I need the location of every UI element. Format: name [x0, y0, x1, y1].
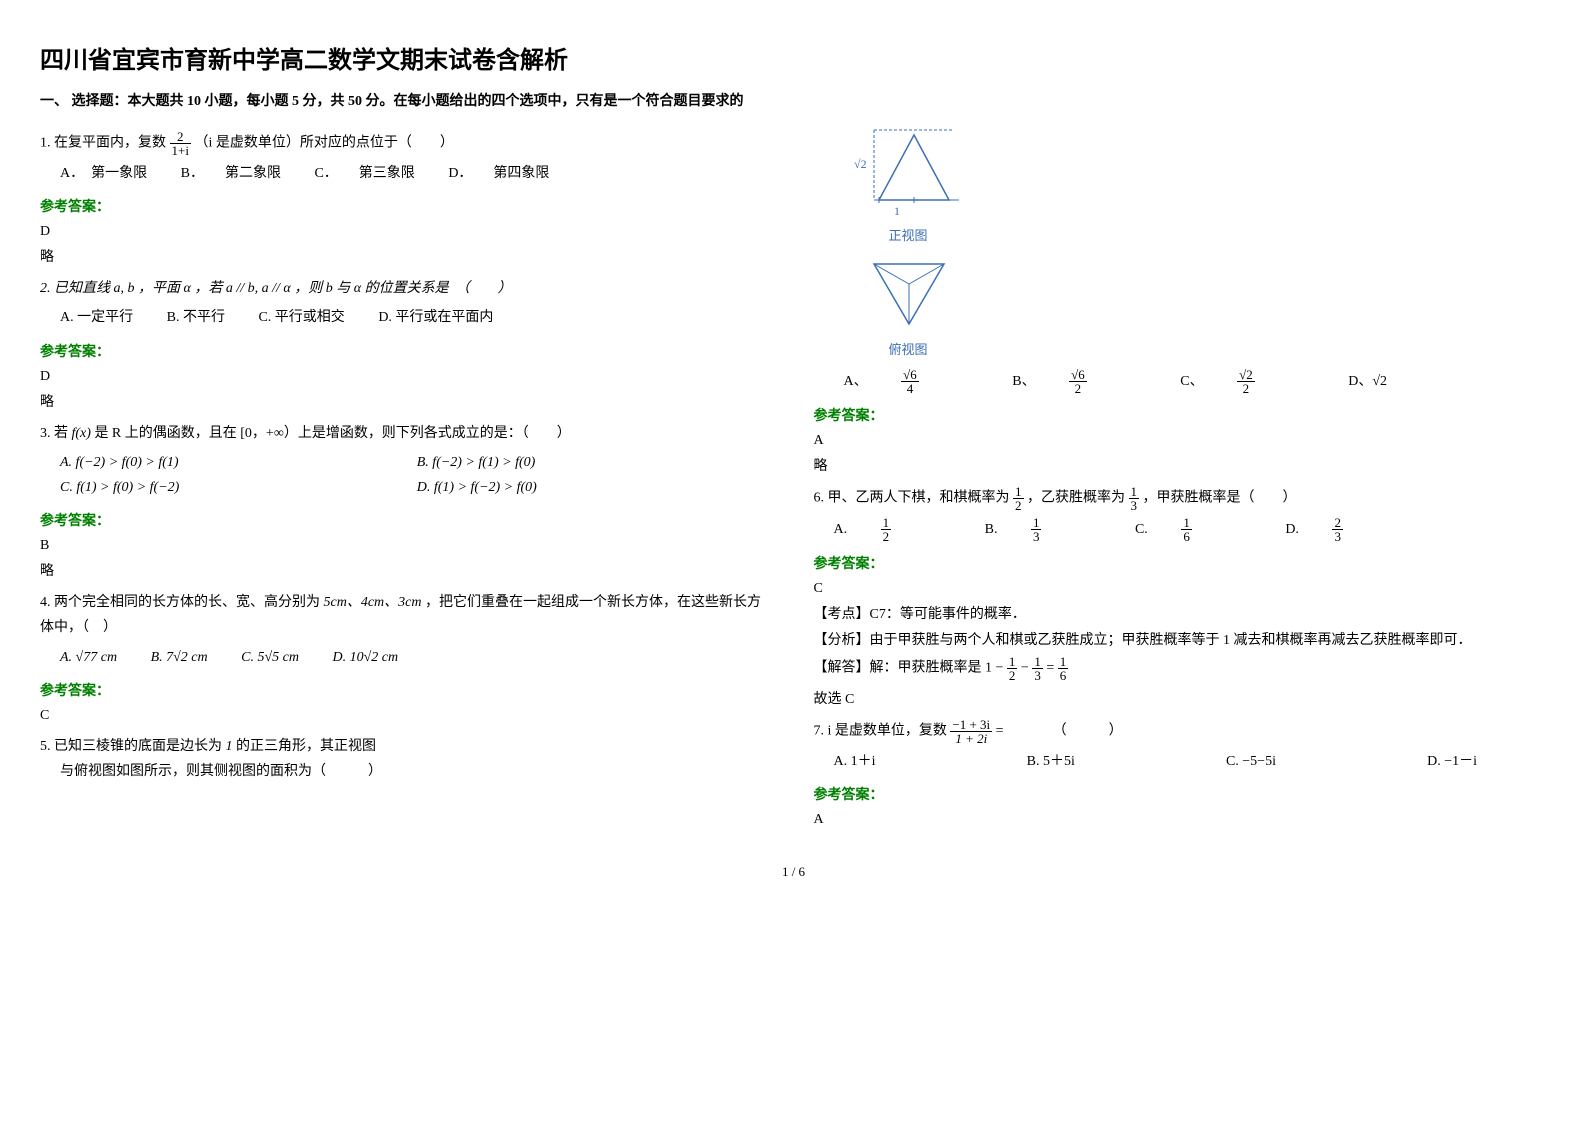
question-5: 5. 已知三棱锥的底面是边长为 1 的正三角形，其正视图 与俯视图如图所示，则其…: [40, 734, 774, 784]
q5-opt-b: B、 √62: [1012, 374, 1150, 389]
q6-half: 1 2: [1013, 485, 1024, 512]
q7-stem-pre: 7. i 是虚数单位，复数: [814, 724, 951, 739]
q7-frac-den: 1 + 2i: [950, 732, 992, 745]
q6-opt-d: D. 23: [1285, 522, 1403, 537]
q2-answer: D: [40, 369, 774, 385]
q5-figure-top: 俯视图: [844, 254, 1548, 358]
q7-answer: A: [814, 812, 1548, 828]
q5-options: A、 √64 B、 √62 C、 √22 D、√2: [844, 368, 1548, 395]
q6-kaodian: 【考点】C7：等可能事件的概率．: [814, 603, 1548, 623]
top-view-label: 俯视图: [889, 339, 1548, 358]
q3-opt-c: C. f(1) > f(0) > f(−2): [60, 475, 417, 500]
front-view-svg: √2 1: [844, 120, 974, 220]
q2-opt-c: C. 平行或相交: [258, 310, 344, 325]
q6-stem-post: ，甲获胜概率是（ ）: [1143, 491, 1297, 506]
q2-opt-a: A. 一定平行: [60, 310, 133, 325]
q7-frac-num: −1 + 3i: [950, 718, 992, 732]
q5-opt-d: D、√2: [1348, 374, 1387, 389]
question-7: 7. i 是虚数单位，复数 −1 + 3i 1 + 2i = （ ） A. 1＋…: [814, 718, 1548, 774]
q5-explain: 略: [814, 455, 1548, 475]
q2-explain: 略: [40, 391, 774, 411]
q1-answer: D: [40, 224, 774, 240]
q4-opt-d: D. 10√2 cm: [332, 650, 398, 665]
right-column: √2 1 正视图 俯视图 A、 √64: [814, 120, 1548, 834]
q2-answer-label: 参考答案：: [40, 341, 774, 361]
q1-answer-label: 参考答案：: [40, 196, 774, 216]
q5-stem-2: 与俯视图如图所示，则其侧视图的面积为（ ）: [60, 759, 774, 784]
q6-opt-c: C. 16: [1135, 522, 1252, 537]
q3-answer-label: 参考答案：: [40, 510, 774, 530]
q1-stem-post: （i 是虚数单位）所对应的点位于（ ）: [194, 136, 453, 151]
q1-options: A． 第一象限 B． 第二象限 C． 第三象限 D． 第四象限: [60, 161, 774, 186]
q7-fraction: −1 + 3i 1 + 2i: [950, 718, 992, 745]
q5-stem-1: 5. 已知三棱锥的底面是边长为 1 的正三角形，其正视图: [40, 734, 774, 759]
q1-fraction: 2 1+i: [170, 130, 191, 157]
question-1: 1. 在复平面内，复数 2 1+i （i 是虚数单位）所对应的点位于（ ） A．…: [40, 130, 774, 186]
q4-options: A. √77 cm B. 7√2 cm C. 5√5 cm D. 10√2 cm: [60, 645, 774, 670]
q7-stem-post: = （ ）: [996, 724, 1123, 739]
q7-opt-a: A. 1＋i: [834, 749, 876, 774]
q5-figure-front: √2 1 正视图: [844, 120, 1548, 244]
q2-stem: 2. 已知直线 a, b ，平面 α ，若 a // b, a // α ，则 …: [40, 281, 512, 296]
q3-opt-b: B. f(−2) > f(1) > f(0): [417, 450, 774, 475]
q3-opt-a: A. f(−2) > f(0) > f(1): [60, 450, 417, 475]
front-one-label: 1: [894, 204, 900, 218]
question-3: 3. 若 f(x) 是 R 上的偶函数，且在 [0，+∞）上是增函数，则下列各式…: [40, 421, 774, 501]
page: 四川省宜宾市育新中学高二数学文期末试卷含解析 一、 选择题：本大题共 10 小题…: [40, 40, 1547, 880]
left-column: 1. 在复平面内，复数 2 1+i （i 是虚数单位）所对应的点位于（ ） A．…: [40, 120, 774, 834]
q6-answer-label: 参考答案：: [814, 553, 1548, 573]
q4-opt-a: A. √77 cm: [60, 650, 117, 665]
q6-opt-a: A. 12: [834, 522, 952, 537]
q7-opt-b: B. 5＋5i: [1027, 749, 1075, 774]
front-view-label: 正视图: [889, 225, 1548, 244]
q6-guxuan: 故选 C: [814, 688, 1548, 708]
q7-answer-label: 参考答案：: [814, 784, 1548, 804]
q5-answer: A: [814, 433, 1548, 449]
front-sqrt2-label: √2: [854, 157, 867, 171]
q3-explain: 略: [40, 560, 774, 580]
q5-opt-c: C、 √22: [1180, 374, 1318, 389]
question-4: 4. 两个完全相同的长方体的长、宽、高分别为 5cm、4cm、3cm ，把它们重…: [40, 590, 774, 670]
q4-answer-label: 参考答案：: [40, 680, 774, 700]
q2-options: A. 一定平行 B. 不平行 C. 平行或相交 D. 平行或在平面内: [60, 305, 774, 330]
q6-options: A. 12 B. 13 C. 16 D. 23: [834, 516, 1548, 543]
q1-opt-c: C． 第三象限: [314, 166, 414, 181]
doc-title: 四川省宜宾市育新中学高二数学文期末试卷含解析: [40, 40, 1547, 75]
q2-opt-b: B. 不平行: [167, 310, 225, 325]
top-view-svg: [844, 254, 974, 334]
q5-answer-label: 参考答案：: [814, 405, 1548, 425]
page-number: 1 / 6: [40, 864, 1547, 880]
q3-stem: 3. 若 f(x) 是 R 上的偶函数，且在 [0，+∞）上是增函数，则下列各式…: [40, 426, 571, 441]
q6-stem-mid: ，乙获胜概率为: [1027, 491, 1125, 506]
q2-opt-d: D. 平行或在平面内: [378, 310, 493, 325]
q1-stem-pre: 1. 在复平面内，复数: [40, 136, 166, 151]
q1-explain: 略: [40, 246, 774, 266]
question-6: 6. 甲、乙两人下棋，和棋概率为 1 2 ，乙获胜概率为 1 3 ，甲获胜概率是…: [814, 485, 1548, 543]
q7-options: A. 1＋i B. 5＋5i C. −5−5i D. −1－i: [834, 749, 1548, 774]
q4-opt-b: B. 7√2 cm: [151, 650, 208, 665]
q6-jieda: 【解答】解：甲获胜概率是 1 − 12 − 13 = 16: [814, 655, 1548, 682]
q4-answer: C: [40, 708, 774, 724]
q7-opt-c: C. −5−5i: [1226, 749, 1276, 774]
question-2: 2. 已知直线 a, b ，平面 α ，若 a // b, a // α ，则 …: [40, 276, 774, 330]
q6-stem-pre: 6. 甲、乙两人下棋，和棋概率为: [814, 491, 1010, 506]
q1-frac-num: 2: [170, 130, 191, 144]
q3-options: A. f(−2) > f(0) > f(1) B. f(−2) > f(1) >…: [60, 450, 774, 500]
q6-third: 1 3: [1129, 485, 1140, 512]
q6-fenxi: 【分析】由于甲获胜与两个人和棋或乙获胜成立；甲获胜概率等于 1 减去和棋概率再减…: [814, 629, 1548, 649]
section-1-header: 一、 选择题：本大题共 10 小题，每小题 5 分，共 50 分。在每小题给出的…: [40, 90, 1547, 110]
q1-opt-d: D． 第四象限: [448, 166, 549, 181]
q7-opt-d: D. −1－i: [1427, 749, 1477, 774]
q1-opt-a: A． 第一象限: [60, 166, 147, 181]
q5-opt-a: A、 √64: [844, 374, 983, 389]
q4-stem: 4. 两个完全相同的长方体的长、宽、高分别为 5cm、4cm、3cm ，把它们重…: [40, 595, 761, 635]
q6-opt-b: B. 13: [985, 522, 1102, 537]
q1-frac-den: 1+i: [170, 144, 191, 157]
q4-opt-c: C. 5√5 cm: [241, 650, 299, 665]
q3-opt-d: D. f(1) > f(−2) > f(0): [417, 475, 774, 500]
q3-answer: B: [40, 538, 774, 554]
q1-opt-b: B． 第二象限: [181, 166, 281, 181]
two-columns: 1. 在复平面内，复数 2 1+i （i 是虚数单位）所对应的点位于（ ） A．…: [40, 120, 1547, 834]
q6-answer: C: [814, 581, 1548, 597]
